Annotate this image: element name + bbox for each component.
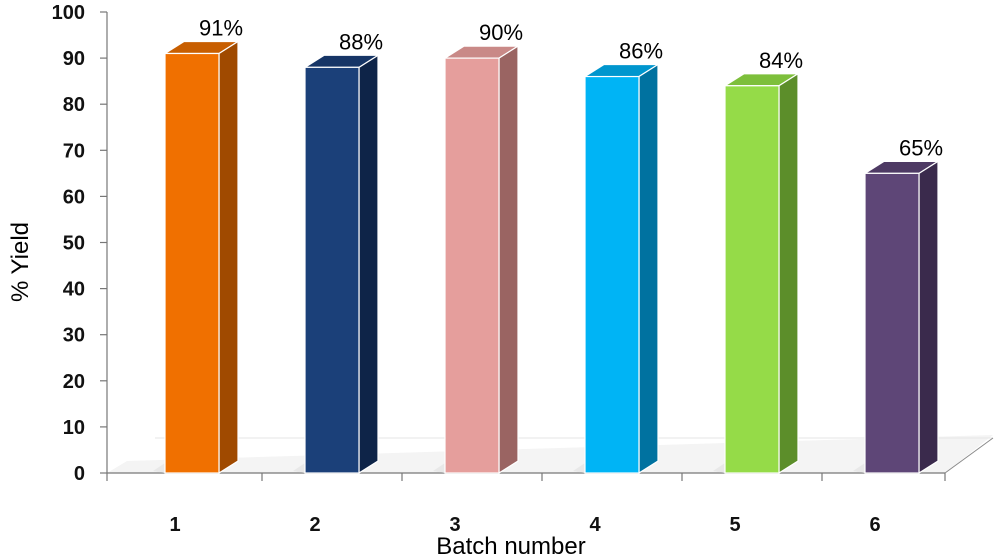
- chart-data-labels: 91% 88% 90% 86% 84% 65%: [199, 15, 943, 160]
- data-label: 91%: [199, 15, 243, 40]
- bar-front-face: [164, 52, 220, 474]
- y-tick-label: 60: [63, 186, 85, 208]
- y-tick-label: 30: [63, 325, 85, 347]
- y-tick-label: 70: [63, 140, 85, 162]
- bar: [713, 72, 801, 475]
- bar-side-face: [358, 54, 379, 475]
- x-tick-label: 3: [449, 514, 460, 536]
- data-label: 65%: [899, 135, 943, 160]
- data-label: 88%: [339, 29, 383, 54]
- y-tick-label: 40: [63, 279, 85, 301]
- bar-front-face: [584, 75, 640, 474]
- data-label: 86%: [619, 39, 663, 64]
- bar: [293, 54, 381, 475]
- x-tick-label: 5: [729, 514, 740, 536]
- chart-axes: 0 10 20 30 40 50 60 70 80 90 100 1 2 3 4 5 6: [52, 2, 946, 536]
- y-tick-label: 80: [63, 94, 85, 116]
- bar: [853, 160, 941, 475]
- y-tick-label: 100: [52, 2, 85, 24]
- bar-side-face: [218, 40, 239, 475]
- data-label: 84%: [759, 48, 803, 73]
- bar-side-face: [638, 63, 659, 475]
- y-tick-label: 10: [63, 417, 85, 439]
- y-tick-label: 50: [63, 233, 85, 255]
- y-axis-title: % Yield: [7, 222, 34, 302]
- data-label: 90%: [479, 20, 523, 45]
- bar-front-face: [304, 66, 360, 474]
- bar-front-face: [444, 57, 500, 474]
- x-tick-label: 2: [309, 514, 320, 536]
- bar-front-face: [724, 85, 780, 474]
- x-tick-label: 4: [589, 514, 601, 536]
- bar-side-face: [778, 72, 799, 475]
- y-tick-label: 0: [74, 463, 85, 485]
- y-tick-label: 20: [63, 371, 85, 393]
- bar: [153, 40, 241, 475]
- x-tick-label: 1: [169, 514, 180, 536]
- x-axis-title: Batch number: [436, 533, 585, 558]
- x-tick-label: 6: [869, 514, 880, 536]
- bar-front-face: [864, 172, 920, 474]
- bar: [573, 63, 661, 475]
- floor-right-edge: [944, 437, 994, 474]
- y-tick-label: 90: [63, 48, 85, 70]
- chart-bars: [153, 40, 941, 475]
- bar: [433, 45, 521, 475]
- bar-side-face: [918, 160, 939, 475]
- bar-side-face: [498, 45, 519, 475]
